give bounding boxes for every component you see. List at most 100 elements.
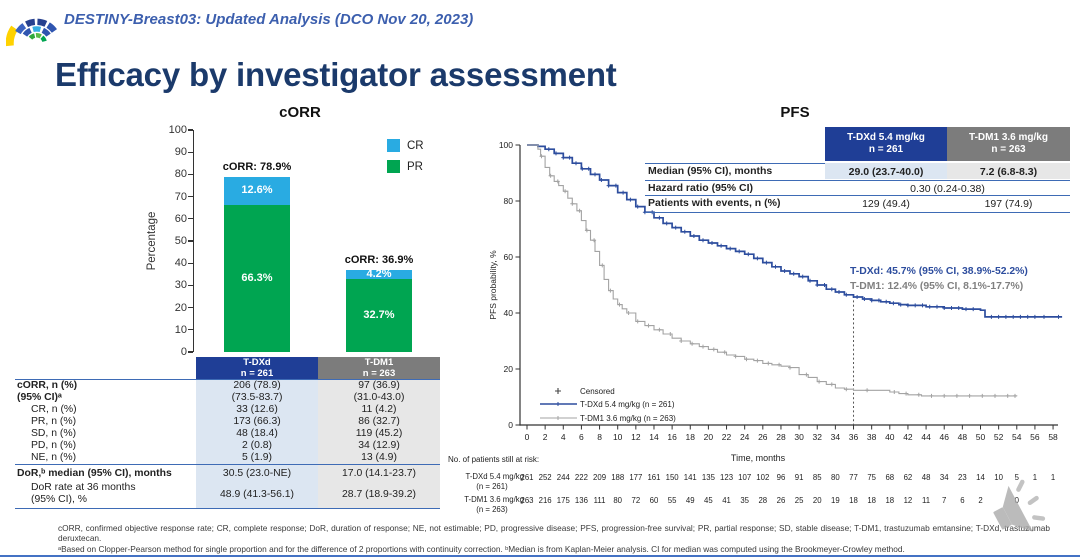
table-rule-2 [15, 508, 440, 510]
pr-legend-label: PR [407, 160, 423, 173]
corr-cell-value: 28.7 (18.9-39.2) [318, 489, 440, 501]
at-risk-count: 244 [557, 473, 571, 482]
km-x-tick-label: 28 [776, 432, 786, 442]
at-risk-count: 96 [777, 473, 786, 482]
label-line1: SD, n (%) [31, 428, 77, 439]
at-risk-count: 18 [849, 496, 858, 505]
value-line: 86 (32.7) [358, 416, 400, 427]
corr-y-tick-label: 0 [180, 346, 187, 358]
km-tdxd-censor-marks [546, 147, 1061, 319]
at-risk-count: 222 [575, 473, 588, 482]
at-risk-count: 0 [1015, 496, 1020, 505]
corr-cell-value: 17.0 (14.1-23.7) [318, 468, 440, 480]
corr-row-label: DoR,ᵇ median (95% CI), months [17, 468, 185, 480]
value-line: 34 (12.9) [358, 440, 400, 451]
km-y-tick-label: 80 [504, 196, 514, 206]
at-risk-heading: No. of patients still at risk: [448, 455, 539, 464]
cr-color-swatch [387, 139, 400, 152]
km-y-tick-label: 20 [504, 364, 514, 374]
header-line2: n = 263 [991, 144, 1026, 155]
at-risk-count: 62 [904, 473, 913, 482]
km-x-tick-label: 20 [704, 432, 714, 442]
corr-row-label: DoR rate at 36 months (95% CI), % [31, 482, 199, 506]
tdm1-column-tint [318, 379, 440, 508]
km-y-axis-label: PFS probability, % [488, 250, 498, 320]
pfs-cell-value: 29.0 (23.7-40.0) [825, 163, 947, 179]
km-legend-tdxd-label: T-DXd 5.4 mg/kg (n = 261) [580, 400, 675, 409]
at-risk-count: 1 [1033, 473, 1037, 482]
at-risk-count: 20 [813, 496, 822, 505]
corr-cell-value: 119 (45.2) [318, 428, 440, 440]
corr-y-tick-mark [188, 351, 193, 353]
corr-row-label: CR, n (%) [31, 404, 199, 416]
pfs-table-rule-2 [645, 195, 1070, 197]
pr-bar-segment [346, 279, 412, 352]
label-line1: NE, n (%) [31, 452, 77, 463]
bottom-divider [0, 555, 1080, 557]
pfs-span-value: 0.30 (0.24-0.38) [910, 183, 985, 195]
label-line1: cORR, n (%) [17, 380, 78, 391]
value-line: 97 (36.9) [358, 380, 400, 391]
value-line: 173 (66.3) [233, 416, 281, 427]
label-line2: (95% CI)ᵃ [17, 392, 62, 403]
pfs-row-label: Median (95% CI), months [648, 165, 773, 177]
cr-bar-segment [224, 176, 290, 205]
at-risk-count: 35 [740, 496, 749, 505]
deck-subtitle: DESTINY-Breast03: Updated Analysis (DCO … [64, 11, 474, 28]
at-risk-count: 19 [831, 496, 840, 505]
footnote-abbreviations: cORR, confirmed objective response rate;… [58, 523, 1050, 543]
km-x-tick-label: 44 [921, 432, 931, 442]
at-risk-row-sublabel: (n = 261) [476, 482, 508, 491]
corr-row-label: PR, n (%) [31, 416, 199, 428]
corr-cell-value: 13 (4.9) [318, 452, 440, 464]
value-line: (73.5-83.7) [231, 392, 283, 403]
pfs-row-label: Patients with events, n (%) [648, 197, 781, 209]
corr-cell-value: 33 (12.6) [196, 404, 318, 416]
corr-y-tick-mark [188, 218, 193, 220]
footnotes: cORR, confirmed objective response rate;… [58, 523, 1050, 555]
corr-y-tick-mark [188, 173, 193, 175]
value-line: 119 (45.2) [355, 428, 403, 439]
table-rule-0 [15, 379, 440, 381]
header-line1: T-DM1 3.6 mg/kg [969, 132, 1048, 143]
corr-row-label: SD, n (%) [31, 428, 199, 440]
at-risk-count: 2 [978, 496, 982, 505]
pr-bar-segment [224, 204, 290, 352]
label-line1: PR, n (%) [31, 416, 77, 427]
corr-chart-title: cORR [279, 104, 321, 121]
at-risk-count: 177 [629, 473, 642, 482]
value-line: (31.0-43.0) [353, 392, 405, 403]
km-y-tick-label: 100 [499, 140, 513, 150]
cr-bar-value: 4.2% [366, 268, 392, 281]
corr-y-tick-mark [188, 240, 193, 242]
audio-speaker-icon[interactable] [988, 462, 1050, 550]
km-x-tick-label: 6 [579, 432, 584, 442]
value-line: 5 (1.9) [241, 452, 273, 463]
corr-total-label: cORR: 78.9% [222, 160, 292, 173]
at-risk-count: 5 [1015, 473, 1020, 482]
at-risk-count: 34 [940, 473, 949, 482]
km-x-tick-label: 34 [831, 432, 841, 442]
corr-cell-value: 173 (66.3) [196, 416, 318, 428]
km-x-tick-label: 2 [543, 432, 548, 442]
corr-y-tick-label: 50 [174, 235, 187, 247]
label-line2: (95% CI), % [31, 494, 88, 505]
km-x-tick-label: 4 [561, 432, 566, 442]
corr-col-header-tdxd: T-DXd n = 261 [196, 357, 318, 379]
pfs-row-label: Hazard ratio (95% CI) [648, 182, 754, 194]
at-risk-count: 45 [704, 496, 713, 505]
corr-y-axis [193, 130, 195, 352]
km-legend-tdxd-marker [556, 402, 560, 406]
cr-bar-segment [346, 270, 412, 280]
km-x-tick-label: 14 [649, 432, 659, 442]
at-risk-count: 80 [831, 473, 840, 482]
at-risk-count: 41 [722, 496, 731, 505]
corr-y-tick-mark [188, 151, 193, 153]
km-tdxd-curve [527, 144, 1063, 318]
at-risk-count: 18 [885, 496, 894, 505]
legend-item-pr: PR [387, 160, 424, 173]
at-risk-count: 107 [738, 473, 751, 482]
km-legend-censored-marker [555, 388, 561, 394]
